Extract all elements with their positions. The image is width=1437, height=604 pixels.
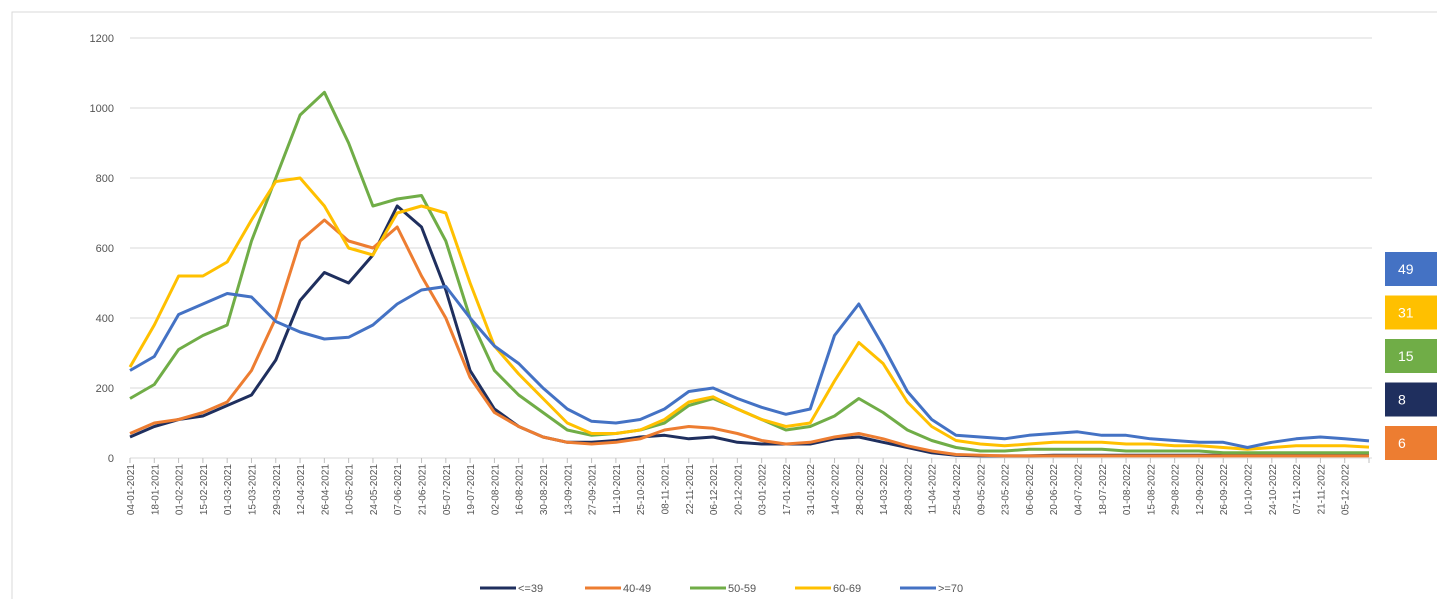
legend-label: 40-49	[623, 583, 651, 595]
y-tick-label: 1000	[90, 103, 114, 115]
end-value-box	[1385, 252, 1437, 286]
x-tick-label: 10-05-2021	[345, 464, 356, 516]
x-tick-label: 07-06-2021	[393, 464, 404, 516]
x-tick-label: 06-12-2021	[709, 464, 720, 516]
x-tick-label: 15-03-2021	[247, 464, 258, 516]
chart-frame	[11, 11, 1437, 604]
x-tick-label: 25-10-2021	[636, 464, 647, 516]
series-line	[129, 285, 1370, 449]
end-value-box	[1385, 339, 1437, 373]
x-tick-label: 01-02-2021	[175, 464, 186, 516]
x-tick-label: 01-08-2022	[1122, 464, 1133, 516]
legend-label: <=39	[518, 583, 543, 595]
x-tick-label: 20-12-2021	[733, 464, 744, 516]
legend-label: >=70	[938, 583, 963, 595]
x-tick-label: 05-12-2022	[1341, 464, 1352, 516]
series-line	[129, 204, 1369, 458]
end-value-label: 31	[1398, 305, 1414, 321]
x-tick-label: 11-04-2022	[928, 464, 939, 515]
x-tick-label: 17-01-2022	[782, 464, 793, 516]
x-tick-label: 29-03-2021	[272, 464, 283, 516]
x-tick-label: 25-04-2022	[952, 464, 963, 516]
x-tick-label: 28-02-2022	[855, 464, 866, 516]
x-tick-label: 14-03-2022	[879, 464, 890, 516]
x-tick-label: 22-11-2021	[685, 464, 696, 515]
x-tick-label: 13-09-2021	[563, 464, 574, 516]
legend-label: 50-59	[728, 583, 756, 595]
end-value-label: 8	[1398, 392, 1406, 408]
series-line	[128, 176, 1370, 451]
x-tick-label: 04-01-2021	[126, 464, 137, 516]
x-tick-label: 16-08-2021	[515, 464, 526, 516]
x-tick-label: 19-07-2021	[466, 464, 477, 516]
x-tick-label: 26-09-2022	[1219, 464, 1230, 516]
x-tick-label: 30-08-2021	[539, 464, 550, 516]
legend-label: 60-69	[833, 583, 861, 595]
x-tick-label: 10-10-2022	[1244, 464, 1255, 516]
x-tick-label: 24-05-2021	[369, 464, 380, 516]
x-tick-label: 29-08-2022	[1171, 464, 1182, 516]
x-tick-label: 15-08-2022	[1146, 464, 1157, 516]
series-line	[129, 90, 1369, 455]
x-tick-label: 27-09-2021	[588, 464, 599, 516]
end-value-box	[1385, 382, 1437, 417]
x-tick-label: 03-01-2022	[758, 464, 769, 516]
x-tick-label: 31-01-2022	[806, 464, 817, 516]
end-value-label: 6	[1398, 435, 1406, 451]
y-tick-label: 400	[96, 313, 114, 325]
x-tick-label: 04-07-2022	[1073, 464, 1084, 516]
x-tick-label: 12-04-2021	[296, 464, 307, 516]
x-tick-label: 21-11-2022	[1316, 464, 1327, 515]
x-tick-label: 06-06-2022	[1025, 464, 1036, 516]
x-tick-label: 18-01-2021	[150, 464, 161, 516]
x-tick-label: 14-02-2022	[831, 464, 842, 516]
end-value-box	[1385, 426, 1437, 460]
x-tick-label: 20-06-2022	[1049, 464, 1060, 516]
x-tick-label: 21-06-2021	[418, 464, 429, 516]
x-tick-label: 28-03-2022	[903, 464, 914, 516]
y-tick-label: 600	[96, 243, 114, 255]
x-tick-label: 23-05-2022	[1001, 464, 1012, 516]
x-tick-label: 05-07-2021	[442, 464, 453, 516]
x-tick-label: 01-03-2021	[223, 464, 234, 516]
x-tick-label: 26-04-2021	[320, 464, 331, 516]
x-tick-label: 07-11-2022	[1292, 464, 1303, 515]
end-value-box	[1385, 295, 1437, 330]
end-value-label: 49	[1398, 261, 1414, 277]
x-tick-label: 08-11-2021	[660, 464, 671, 515]
y-tick-label: 200	[96, 383, 114, 395]
x-tick-label: 09-05-2022	[976, 464, 987, 516]
y-tick-label: 800	[96, 173, 114, 185]
x-tick-label: 12-09-2022	[1195, 464, 1206, 516]
x-tick-label: 11-10-2021	[612, 464, 623, 515]
x-tick-label: 15-02-2021	[199, 464, 210, 516]
x-tick-label: 18-07-2022	[1098, 464, 1109, 516]
y-tick-label: 1200	[90, 33, 114, 45]
end-value-label: 15	[1398, 348, 1414, 364]
y-tick-label: 0	[108, 453, 114, 465]
x-tick-label: 02-08-2021	[490, 464, 501, 516]
x-tick-label: 24-10-2022	[1268, 464, 1279, 516]
series-line	[129, 218, 1369, 458]
